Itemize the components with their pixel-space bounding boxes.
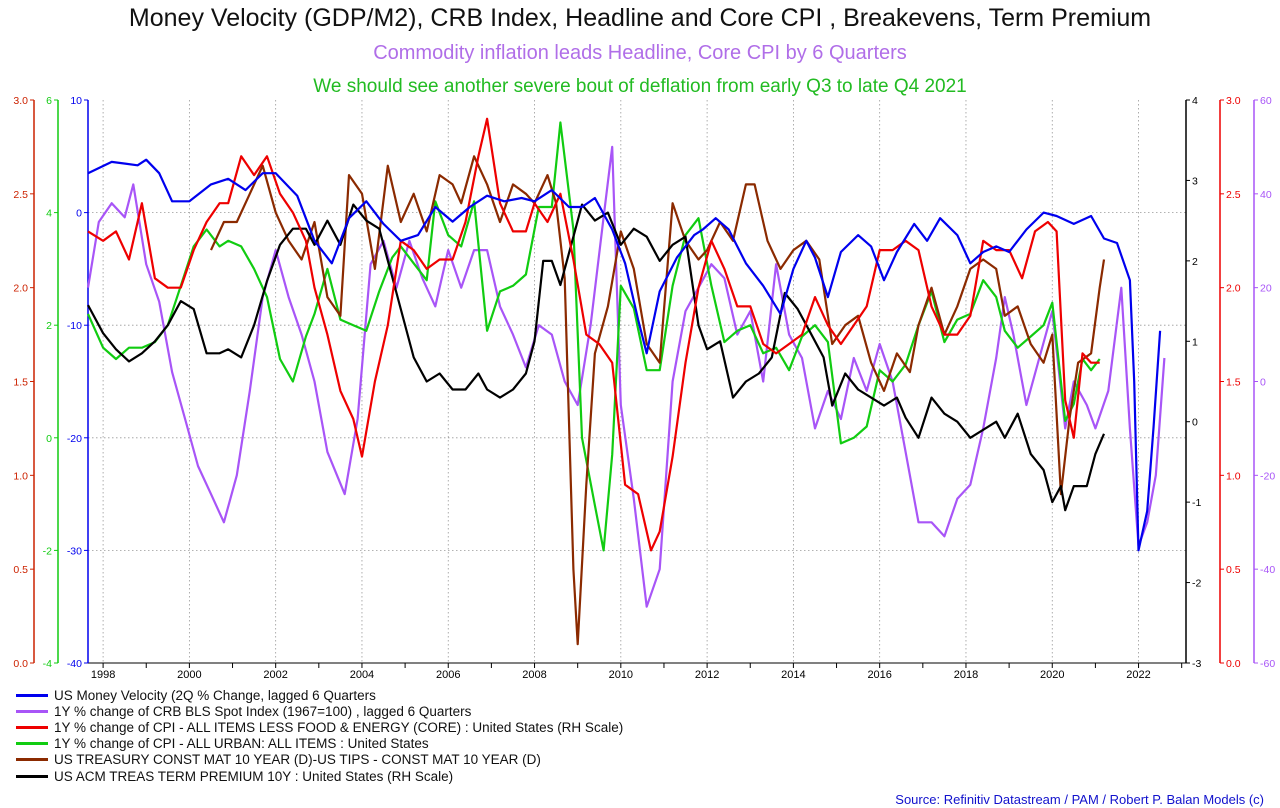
series-line-velocity xyxy=(87,158,1162,552)
breakeven_axis-tick-label: 0.0 xyxy=(13,658,28,670)
cpi_axis-tick-label: 2 xyxy=(46,320,52,332)
velocity_axis-tick-label: -30 xyxy=(67,545,82,557)
source-note: Source: Refinitiv Datastream / PAM / Rob… xyxy=(895,792,1264,807)
cpi_axis-tick-label: 6 xyxy=(46,95,52,107)
breakeven_axis-tick-label: 2.0 xyxy=(13,283,28,295)
cpi_axis-tick-label: 0 xyxy=(46,433,52,445)
term_premium_axis-tick-label: -3 xyxy=(1192,658,1201,670)
x-tick-label: 2022 xyxy=(1126,669,1150,681)
term_premium_axis-tick-label: 2 xyxy=(1192,256,1198,268)
legend-label: 1Y % change of CPI - ALL URBAN: ALL ITEM… xyxy=(54,736,429,752)
crb_axis-tick-label: -40 xyxy=(1260,564,1275,576)
velocity_axis-tick-label: 10 xyxy=(70,95,82,107)
cpi_axis-tick-label: -2 xyxy=(43,545,52,557)
legend-label: US TREASURY CONST MAT 10 YEAR (D)-US TIP… xyxy=(54,752,541,768)
core_axis-tick-label: 0.5 xyxy=(1226,564,1241,576)
legend-label: US Money Velocity (2Q % Change, lagged 6… xyxy=(54,687,376,703)
core_axis-tick-label: 1.0 xyxy=(1226,470,1241,482)
series-line-term-premium xyxy=(87,203,1106,512)
x-tick-label: 2016 xyxy=(867,669,891,681)
x-tick-label: 2006 xyxy=(436,669,460,681)
legend-label: 1Y % change of CPI - ALL ITEMS LESS FOOD… xyxy=(54,719,624,735)
cpi_axis-tick-label: -4 xyxy=(43,658,52,670)
chart-title: Money Velocity (GDP/M2), CRB Index, Head… xyxy=(128,4,1152,32)
legend-item: 1Y % change of CRB BLS Spot Index (1967=… xyxy=(16,703,623,719)
series-line-crb xyxy=(86,145,1166,608)
velocity_axis-tick-label: -40 xyxy=(67,658,82,670)
x-tick-label: 2004 xyxy=(350,669,374,681)
chart-subtitle-1: Commodity inflation leads Headline, Core… xyxy=(373,42,907,64)
term_premium_axis-tick-label: 4 xyxy=(1192,95,1198,107)
legend-item: 1Y % change of CPI - ALL ITEMS LESS FOOD… xyxy=(16,719,623,735)
term_premium_axis-tick-label: 3 xyxy=(1192,175,1198,187)
chart-subtitle-2: We should see another severe bout of def… xyxy=(313,76,967,97)
legend-swatch xyxy=(16,693,48,697)
x-tick-label: 2000 xyxy=(177,669,201,681)
x-tick-label: 2012 xyxy=(695,669,719,681)
crb_axis-tick-label: -20 xyxy=(1260,470,1275,482)
series-line-core-cpi xyxy=(87,117,1100,552)
legend: US Money Velocity (2Q % Change, lagged 6… xyxy=(16,687,623,784)
breakeven_axis-tick-label: 1.0 xyxy=(13,470,28,482)
x-tick-label: 1998 xyxy=(91,669,115,681)
legend-item: 1Y % change of CPI - ALL URBAN: ALL ITEM… xyxy=(16,736,623,752)
x-tick-label: 2002 xyxy=(263,669,287,681)
x-tick-label: 2008 xyxy=(522,669,546,681)
crb_axis-tick-label: 60 xyxy=(1260,95,1272,107)
crb_axis-tick-label: 0 xyxy=(1260,377,1266,389)
legend-swatch xyxy=(16,742,48,746)
legend-label: US ACM TREAS TERM PREMIUM 10Y : United S… xyxy=(54,768,454,784)
x-tick-label: 2014 xyxy=(781,669,805,681)
legend-item: US TREASURY CONST MAT 10 YEAR (D)-US TIP… xyxy=(16,752,623,768)
series-line-breakeven xyxy=(210,155,1106,646)
crb_axis-tick-label: 40 xyxy=(1260,189,1272,201)
core_axis-tick-label: 2.0 xyxy=(1226,283,1241,295)
term_premium_axis-tick-label: -1 xyxy=(1192,497,1201,509)
breakeven_axis-tick-label: 1.5 xyxy=(13,377,28,389)
cpi_axis-tick-label: 4 xyxy=(46,208,52,220)
x-tick-label: 2020 xyxy=(1040,669,1064,681)
breakeven_axis-tick-label: 0.5 xyxy=(13,564,28,576)
term_premium_axis-tick-label: 1 xyxy=(1192,336,1198,348)
core_axis-tick-label: 2.5 xyxy=(1226,189,1241,201)
x-tick-label: 2018 xyxy=(954,669,978,681)
legend-swatch xyxy=(16,709,48,713)
breakeven_axis-tick-label: 3.0 xyxy=(13,95,28,107)
x-tick-label: 2010 xyxy=(609,669,633,681)
velocity_axis-tick-label: -20 xyxy=(67,433,82,445)
breakeven_axis-tick-label: 2.5 xyxy=(13,189,28,201)
term_premium_axis-tick-label: -2 xyxy=(1192,578,1201,590)
velocity_axis-tick-label: 0 xyxy=(76,208,82,220)
legend-item: US Money Velocity (2Q % Change, lagged 6… xyxy=(16,687,623,703)
series-line-cpi xyxy=(86,121,1101,552)
legend-item: US ACM TREAS TERM PREMIUM 10Y : United S… xyxy=(16,768,623,784)
legend-swatch xyxy=(16,758,48,762)
legend-label: 1Y % change of CRB BLS Spot Index (1967=… xyxy=(54,703,472,719)
term_premium_axis-tick-label: 0 xyxy=(1192,417,1198,429)
core_axis-tick-label: 1.5 xyxy=(1226,377,1241,389)
legend-swatch xyxy=(16,774,48,778)
legend-swatch xyxy=(16,725,48,729)
velocity_axis-tick-label: -10 xyxy=(67,320,82,332)
crb_axis-tick-label: -60 xyxy=(1260,658,1275,670)
core_axis-tick-label: 3.0 xyxy=(1226,95,1241,107)
core_axis-tick-label: 0.0 xyxy=(1226,658,1241,670)
crb_axis-tick-label: 20 xyxy=(1260,283,1272,295)
